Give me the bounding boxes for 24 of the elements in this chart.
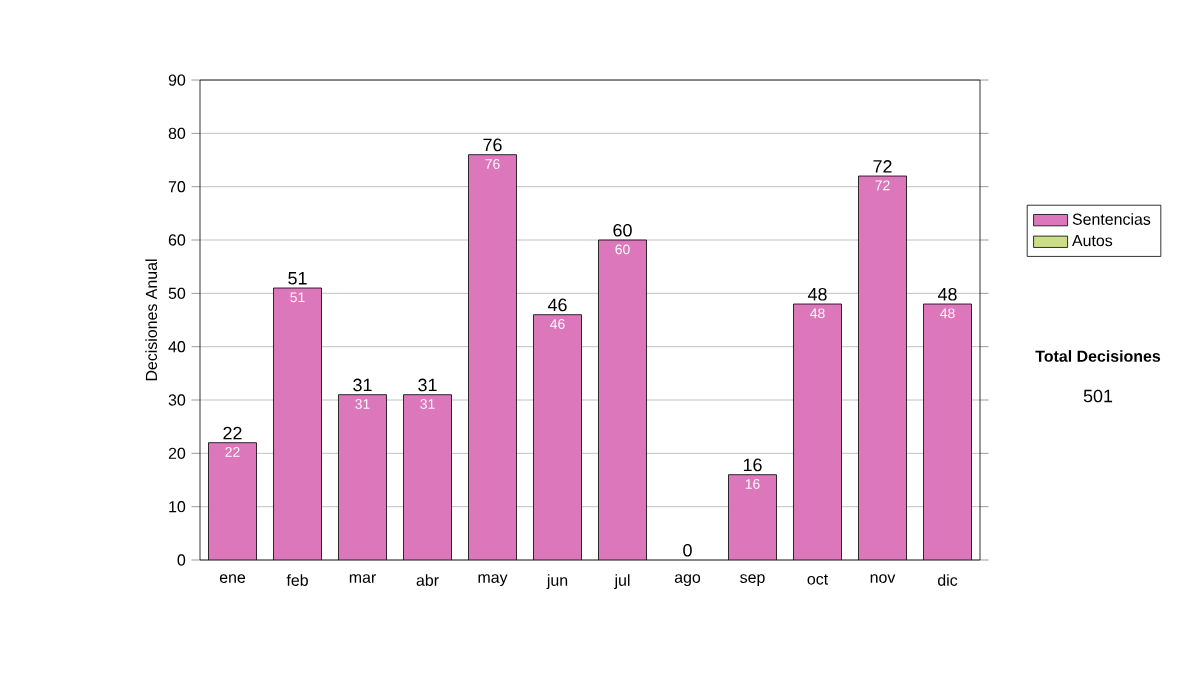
total-label: 60 bbox=[613, 223, 632, 237]
bar bbox=[533, 314, 582, 560]
text: 501 bbox=[1083, 389, 1113, 403]
bar bbox=[338, 394, 387, 560]
total-label: 48 bbox=[937, 287, 957, 301]
bar bbox=[793, 303, 842, 560]
bar bbox=[598, 240, 647, 560]
total-label: 48 bbox=[807, 287, 827, 301]
bar bbox=[208, 442, 257, 560]
bar bbox=[403, 394, 452, 560]
total-label: 0 bbox=[683, 543, 692, 557]
total-label: 76 bbox=[483, 138, 502, 152]
bar bbox=[728, 474, 777, 560]
total-label: 22 bbox=[223, 426, 242, 440]
total-label: 31 bbox=[353, 378, 372, 392]
bar bbox=[468, 154, 517, 560]
total-label: 72 bbox=[873, 160, 892, 173]
bar bbox=[858, 175, 907, 560]
bar bbox=[923, 303, 972, 560]
total-label: 51 bbox=[288, 272, 307, 285]
total-label: 46 bbox=[547, 298, 567, 312]
total-label: 31 bbox=[418, 378, 437, 392]
bar bbox=[273, 288, 322, 560]
total-label: 16 bbox=[743, 458, 762, 472]
